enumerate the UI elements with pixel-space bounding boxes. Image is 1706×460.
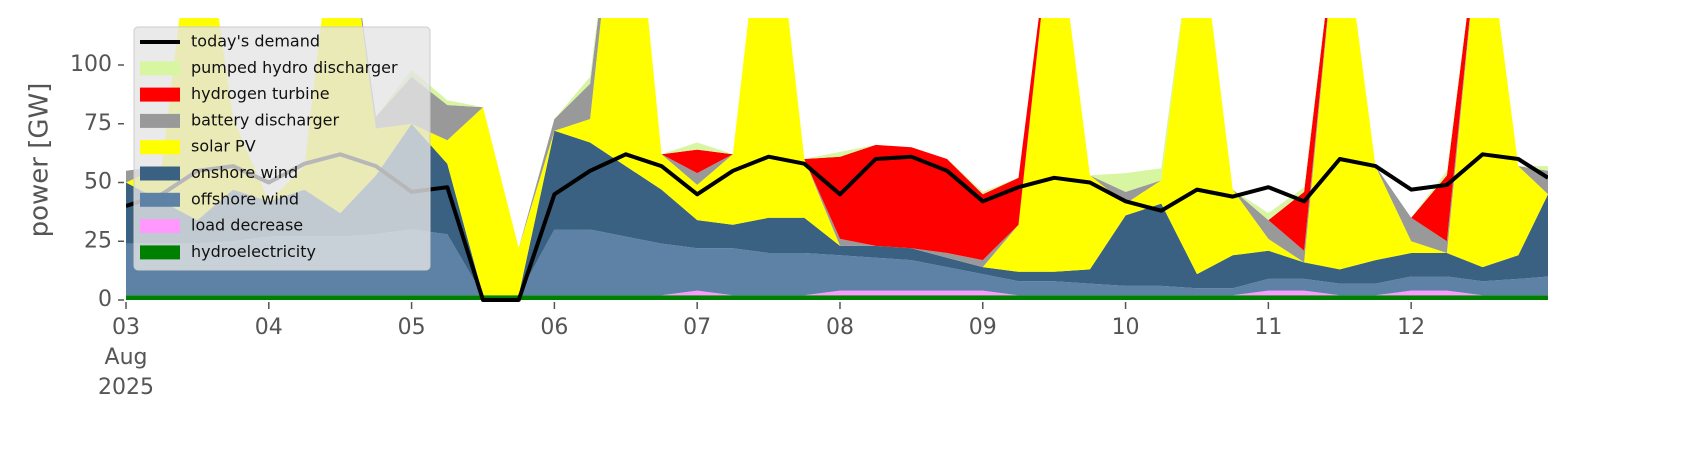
x-tick-label: 08 (826, 315, 854, 340)
legend-label: solar PV (191, 137, 256, 156)
legend-label: battery discharger (191, 110, 339, 129)
legend-label: offshore wind (191, 189, 299, 208)
x-tick-label: 10 (1112, 315, 1140, 340)
y-tick-label: 100 (70, 52, 112, 77)
area (126, 295, 1548, 300)
legend-swatch (140, 61, 180, 76)
x-tick-label: 12 (1397, 315, 1425, 340)
x-tick-label: 04 (255, 315, 283, 340)
y-axis-label: power [GW] (25, 83, 55, 238)
x-tick-label: 07 (683, 315, 711, 340)
legend-label: today's demand (191, 32, 320, 51)
legend-label: hydroelectricity (191, 242, 316, 261)
legend-swatch (140, 87, 180, 102)
legend-swatch (140, 113, 180, 128)
legend-swatch (140, 219, 180, 234)
y-tick-label: 0 (98, 287, 112, 312)
x-tick-label: 09 (969, 315, 997, 340)
legend: today's demand pumped hydro discharger hyd… (133, 26, 431, 271)
x-tick-label: 11 (1254, 315, 1282, 340)
legend-swatch (140, 166, 180, 181)
legend-label: hydrogen turbine (191, 84, 330, 103)
area (126, 18, 1548, 261)
legend-label: onshore wind (191, 163, 298, 182)
legend-label: pumped hydro discharger (191, 58, 398, 77)
legend-swatch (140, 192, 180, 207)
x-tick-label: 05 (398, 315, 426, 340)
area (126, 229, 1548, 296)
y-tick-label: 75 (84, 111, 112, 136)
x-tick-label: 06 (540, 315, 568, 340)
x-tick-label: 03 Aug 2025 (98, 315, 154, 400)
area (126, 18, 1548, 296)
y-tick-label: 25 (84, 228, 112, 253)
y-tick-label: 50 (84, 170, 112, 195)
legend-swatch (140, 140, 180, 155)
legend-swatch (140, 245, 180, 260)
legend-label: load decrease (191, 216, 303, 235)
legend-box (133, 26, 431, 271)
area (126, 290, 1548, 296)
